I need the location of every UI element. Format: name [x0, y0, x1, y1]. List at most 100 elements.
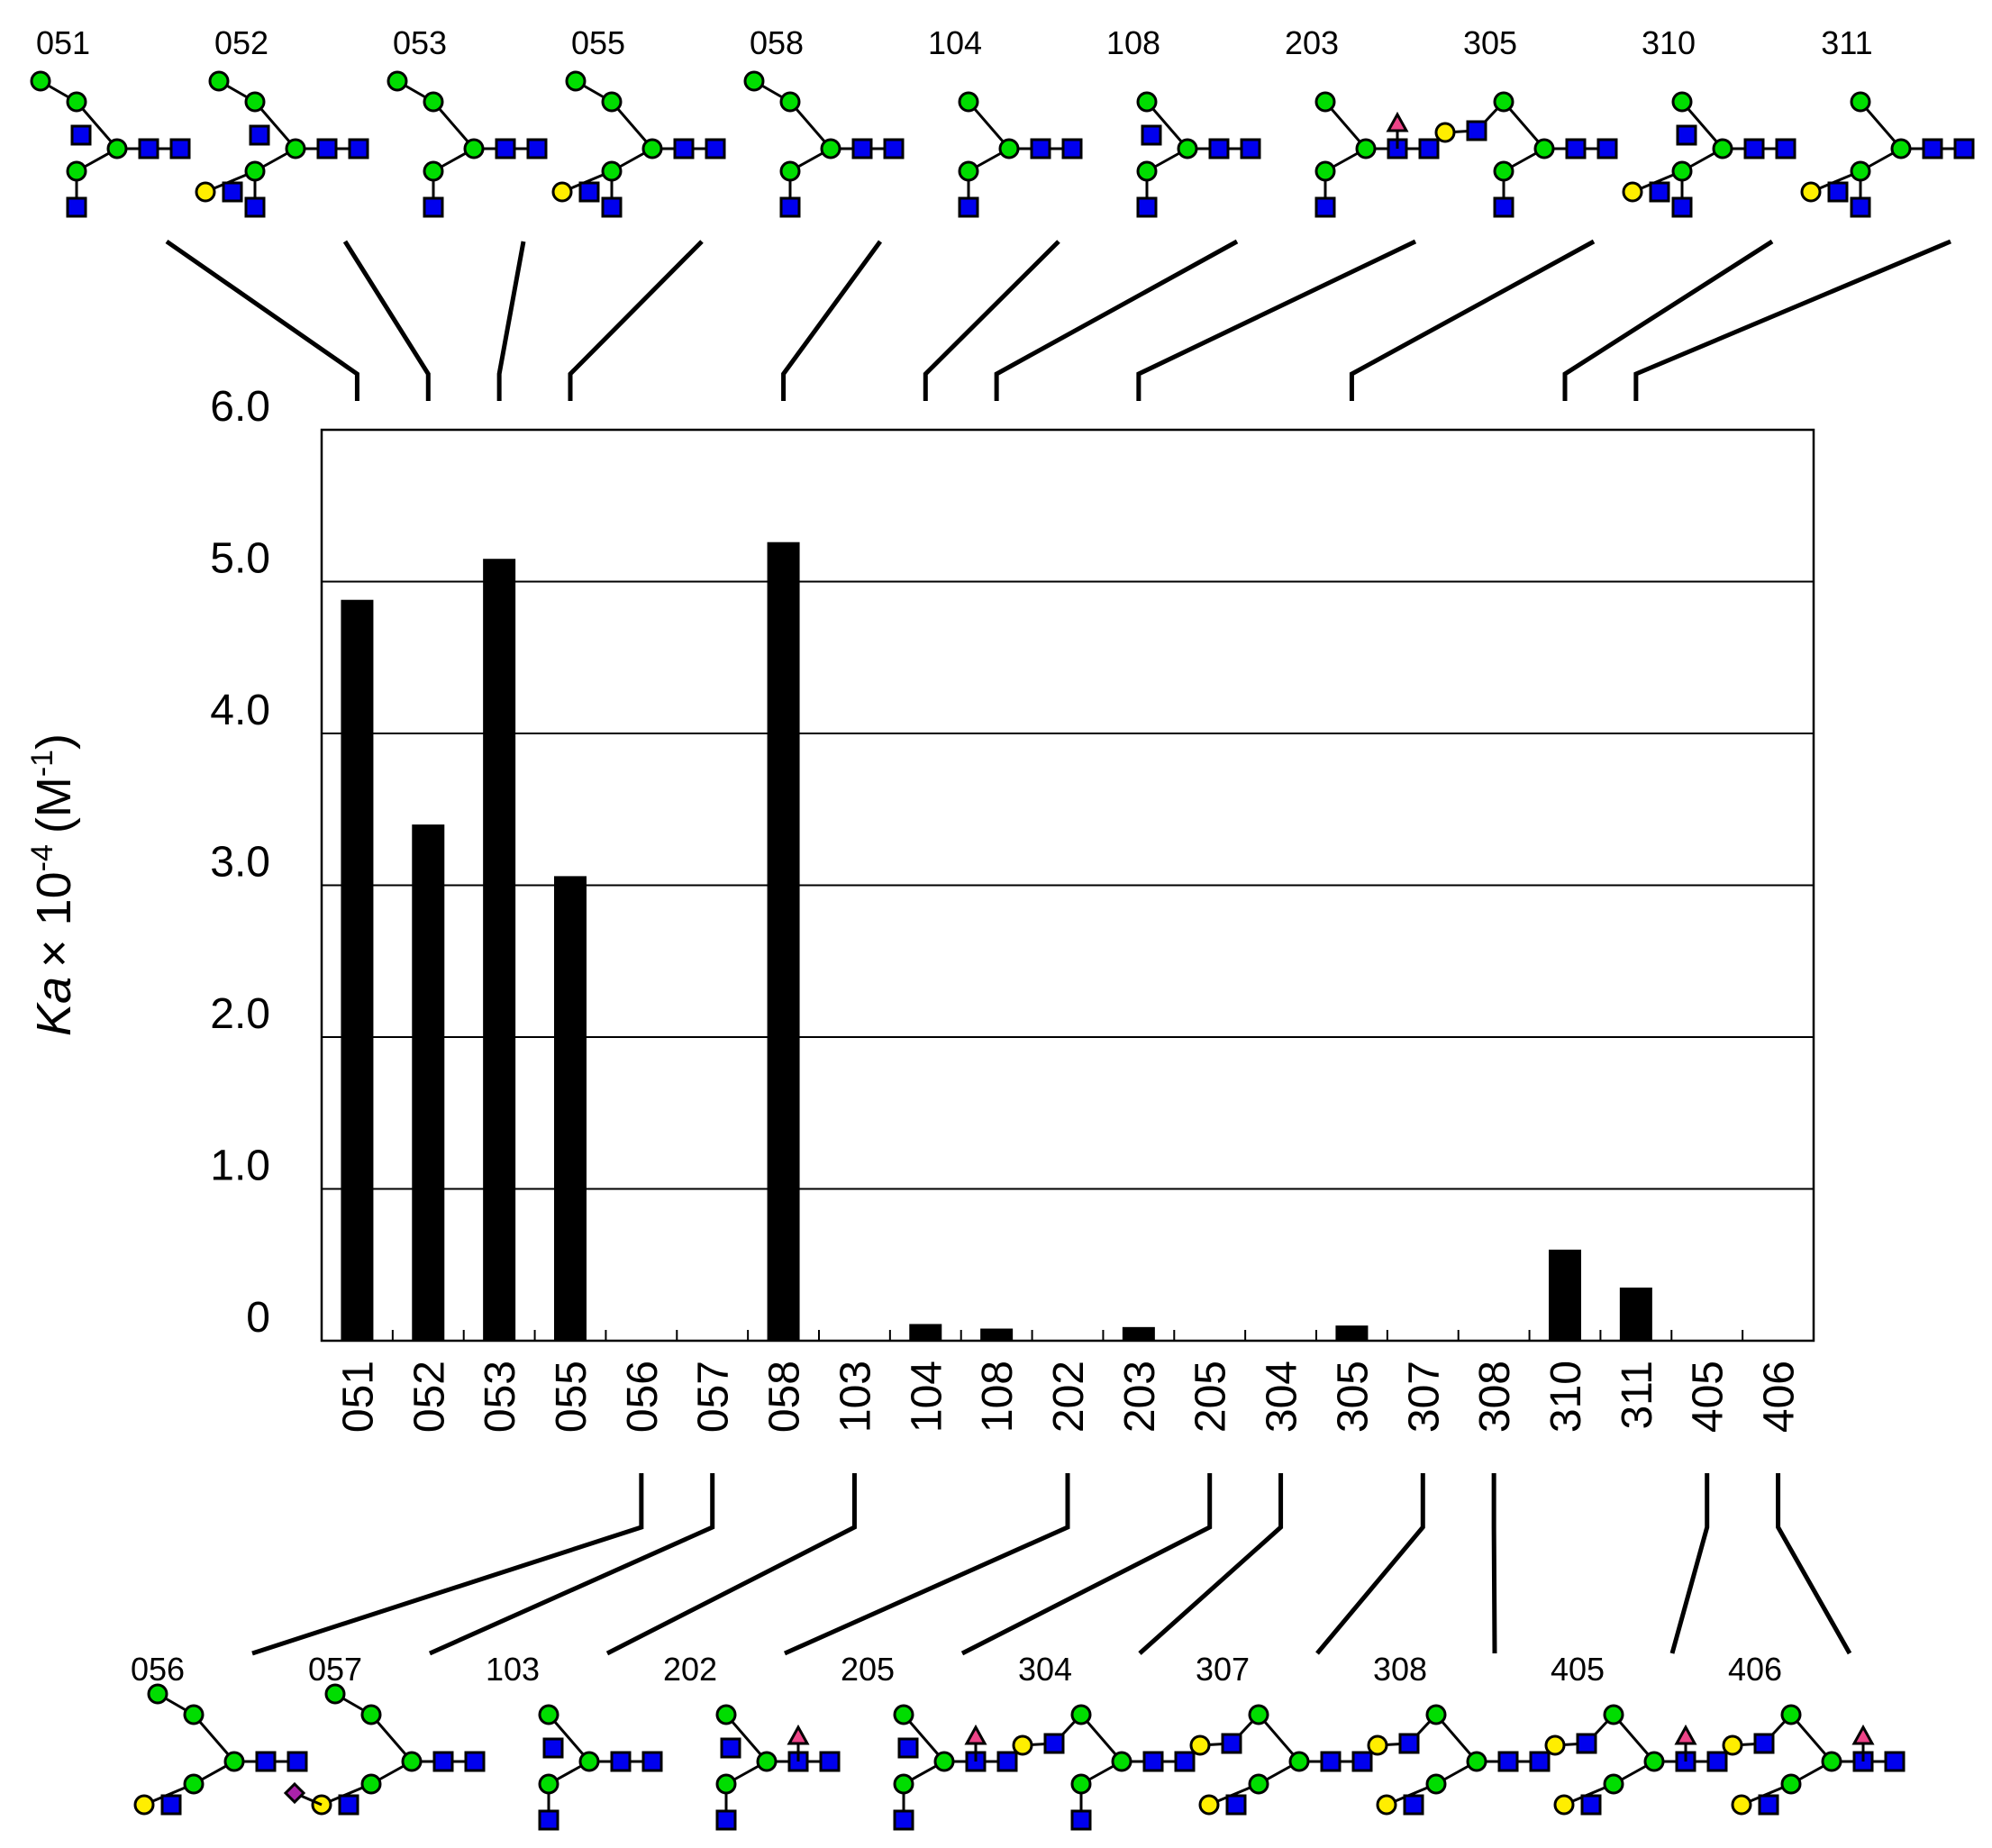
glycan-structures: 051 052 053 055 058 104 108 203 305 310 311 056 057 1…: [30, 24, 1975, 1831]
glycan-311: 311: [1800, 24, 1975, 218]
y-axis-label-unit: (M: [27, 777, 81, 833]
glcnac-square-icon: [255, 1751, 277, 1772]
glycan-id-label: 058: [750, 24, 804, 61]
mannose-circle-icon: [223, 1751, 245, 1772]
glcnac-square-icon: [1649, 181, 1670, 203]
glycan-053: 053: [387, 24, 548, 218]
mannose-circle-icon: [1070, 1773, 1092, 1795]
glycan-405: 405: [1544, 1651, 1728, 1816]
gridlines: [322, 580, 1814, 1190]
glcnac-square-icon: [1753, 1733, 1775, 1754]
glycan-id-label: 051: [36, 24, 90, 61]
glycan-id-label: 406: [1728, 1651, 1782, 1688]
y-tick-label: 4.0: [210, 687, 270, 734]
mannose-circle-icon: [1248, 1773, 1269, 1795]
glcnac-square-icon: [1061, 138, 1083, 159]
glcnac-square-icon: [1850, 196, 1871, 218]
galactose-circle-icon: [1376, 1794, 1397, 1816]
mannose-circle-icon: [30, 70, 51, 92]
connector-406: [1776, 1473, 1852, 1655]
glcnac-square-icon: [138, 138, 159, 159]
glycan-051: 051: [30, 24, 191, 218]
glycan-id-label: 055: [571, 24, 625, 61]
mannose-circle-icon: [779, 160, 801, 182]
x-tick-label: 406: [1756, 1361, 1804, 1433]
glycan-id-label: 057: [308, 1651, 362, 1688]
glcnac-square-icon: [287, 1751, 308, 1772]
glycan-id-label: 103: [486, 1651, 540, 1688]
mannose-circle-icon: [147, 1683, 168, 1705]
x-tick-label: 202: [1045, 1361, 1093, 1433]
glcnac-square-icon: [893, 1809, 914, 1831]
glcnac-square-icon: [538, 1809, 559, 1831]
bar-053: [483, 559, 516, 1341]
galactose-circle-icon: [551, 181, 573, 203]
glcnac-square-icon: [70, 124, 92, 146]
glcnac-square-icon: [819, 1751, 841, 1772]
glycan-id-label: 205: [841, 1651, 895, 1688]
galactose-circle-icon: [195, 181, 216, 203]
mannose-circle-icon: [208, 70, 230, 92]
bar-104: [909, 1324, 942, 1341]
glcnac-square-icon: [222, 181, 243, 203]
mannose-circle-icon: [1314, 91, 1336, 113]
x-tick-label: 205: [1187, 1361, 1235, 1433]
mannose-circle-icon: [715, 1773, 737, 1795]
bar-058: [767, 542, 800, 1341]
mannose-circle-icon: [66, 160, 87, 182]
mannose-circle-icon: [1671, 91, 1693, 113]
x-tick-label: 405: [1685, 1361, 1733, 1433]
glcnac-square-icon: [1743, 138, 1765, 159]
glcnac-square-icon: [1418, 138, 1440, 159]
glcnac-square-icon: [338, 1794, 359, 1816]
y-axis-tick-labels: 0 1.0 2.0 3.0 4.0 5.0 6.0: [210, 383, 270, 1342]
glcnac-square-icon: [526, 138, 548, 159]
fucose-triangle-icon: [964, 1724, 987, 1745]
glcnac-square-icon: [1398, 1733, 1420, 1754]
connector-202: [783, 1473, 1070, 1656]
mannose-circle-icon: [1248, 1704, 1269, 1725]
x-tick-label: 310: [1542, 1361, 1590, 1433]
mannose-circle-icon: [1466, 1751, 1487, 1772]
mannose-circle-icon: [743, 70, 765, 92]
glcnac-square-icon: [720, 1737, 741, 1759]
galactose-circle-icon: [1544, 1734, 1566, 1756]
glcnac-square-icon: [1208, 138, 1230, 159]
y-axis-label-close: ): [27, 733, 81, 750]
x-tick-label: 051: [334, 1361, 382, 1433]
mannose-circle-icon: [423, 91, 444, 113]
mannose-circle-icon: [324, 1683, 346, 1705]
glcnac-square-icon: [1922, 138, 1943, 159]
glcnac-square-icon: [1221, 1733, 1242, 1754]
mannose-circle-icon: [1177, 138, 1198, 159]
mannose-circle-icon: [998, 138, 1020, 159]
glcnac-square-icon: [1758, 1794, 1779, 1816]
glcnac-square-icon: [495, 138, 516, 159]
glcnac-square-icon: [851, 138, 873, 159]
mannose-circle-icon: [1355, 138, 1377, 159]
mannose-circle-icon: [1643, 1751, 1665, 1772]
mannose-circle-icon: [423, 160, 444, 182]
glcnac-square-icon: [1953, 138, 1975, 159]
glycan-id-label: 203: [1285, 24, 1339, 61]
mannose-circle-icon: [1712, 138, 1733, 159]
mannose-circle-icon: [66, 91, 87, 113]
glycan-406: 406: [1722, 1651, 1906, 1816]
glcnac-square-icon: [464, 1751, 486, 1772]
glycan-057: 057: [283, 1651, 486, 1816]
glcnac-square-icon: [1240, 138, 1261, 159]
bar-305: [1335, 1325, 1369, 1341]
glycan-connectors: [165, 239, 1951, 1656]
glcnac-square-icon: [578, 181, 600, 203]
connector-058: [781, 240, 883, 401]
connector-308: [1491, 1473, 1497, 1654]
glcnac-square-icon: [1136, 196, 1158, 218]
glcnac-square-icon: [432, 1751, 454, 1772]
mannose-circle-icon: [183, 1704, 205, 1725]
glcnac-square-icon: [996, 1751, 1018, 1772]
mannose-circle-icon: [1533, 138, 1555, 159]
fucose-triangle-icon: [1674, 1724, 1697, 1745]
glcnac-square-icon: [1676, 124, 1697, 146]
y-axis-label-times: × 10: [27, 871, 81, 968]
glcnac-square-icon: [1775, 138, 1796, 159]
